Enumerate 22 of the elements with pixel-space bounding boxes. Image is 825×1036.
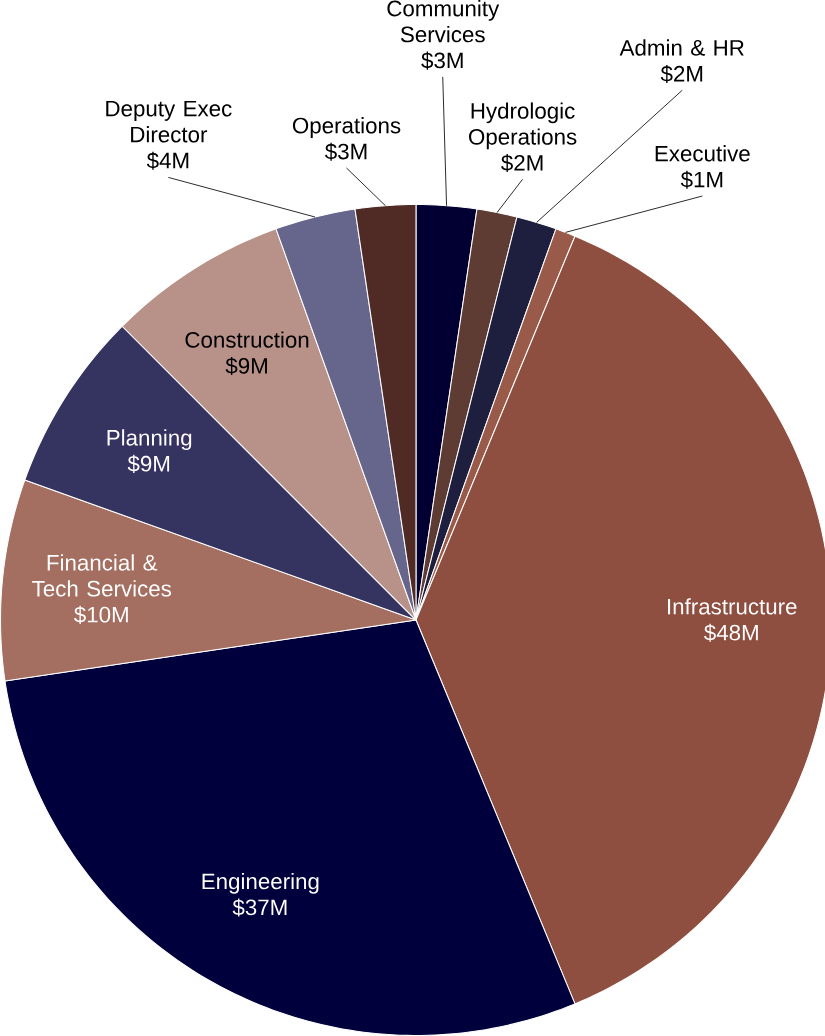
data-label: $9M [127, 454, 169, 473]
slice-label: Planning [107, 429, 192, 451]
data-label: $9M [225, 357, 267, 376]
slice-label: Operations [292, 117, 401, 138]
data-label: $48M [703, 623, 758, 642]
data-label: $4M [146, 151, 189, 170]
data-label: $2M [501, 153, 543, 173]
data-label: $3M [324, 142, 367, 161]
slice-label: Engineering [202, 872, 319, 894]
slice-label: Hydrologic Operations [468, 102, 577, 150]
data-label: $1M [680, 170, 723, 189]
data-label: $10M [73, 605, 128, 624]
slice-label: Community Services [387, 0, 500, 43]
slice-label: Financial & Tech Services [32, 554, 171, 597]
slice-label: Deputy Exec Director [106, 100, 232, 143]
data-label: $37M [232, 898, 287, 917]
slice-label: Construction [185, 331, 309, 348]
slice-label: Admin & HR [619, 39, 744, 56]
data-label: $2M [660, 64, 703, 84]
data-label: $3M [421, 51, 463, 70]
slice-label: Executive [655, 145, 750, 162]
slice-label: Infrastructure [667, 598, 797, 615]
